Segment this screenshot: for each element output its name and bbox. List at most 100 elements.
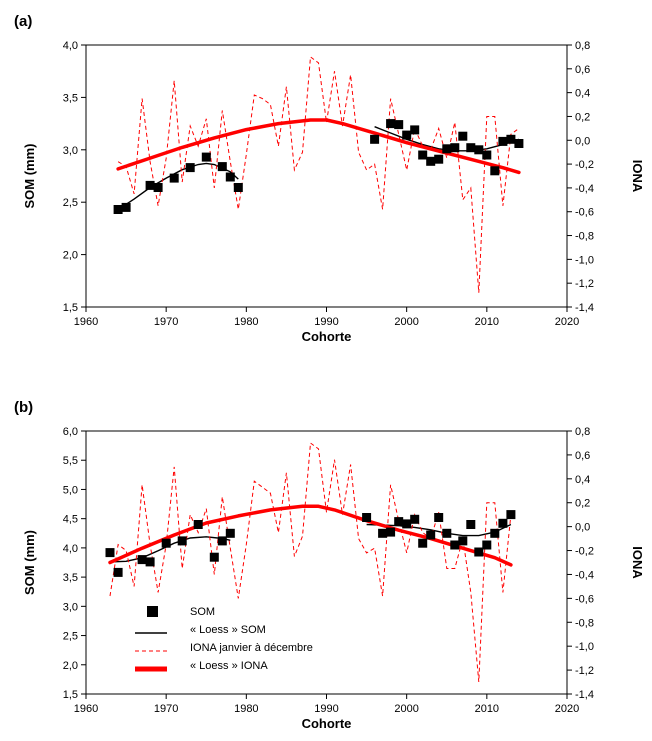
legend-swatch-som xyxy=(147,606,158,617)
x-tick-label: 1980 xyxy=(234,316,258,328)
y2-tick-label: 0,0 xyxy=(575,522,590,534)
legend-label: « Loess » IONA xyxy=(190,660,268,672)
som-point xyxy=(434,154,444,164)
legend-label: IONA janvier à décembre xyxy=(190,642,313,654)
y2-axis-title: IONA xyxy=(630,546,645,579)
series-line-iona-loess xyxy=(116,118,521,175)
y2-tick-label: 0,2 xyxy=(575,498,590,510)
som-point xyxy=(506,510,516,520)
y-axis-title: SOM (mm) xyxy=(22,144,37,209)
som-point xyxy=(434,513,444,522)
som-point xyxy=(490,166,500,176)
som-point xyxy=(498,518,508,528)
y2-tick-label: 0,4 xyxy=(575,474,590,486)
y2-tick-label: 0,8 xyxy=(575,40,590,52)
series-line-iona xyxy=(109,442,512,683)
som-point xyxy=(362,513,372,522)
som-point xyxy=(402,130,412,140)
legend-label: SOM xyxy=(190,606,215,618)
y2-tick-label: -0,2 xyxy=(575,546,594,558)
som-point xyxy=(426,530,436,540)
series-line-som-loess xyxy=(366,523,512,537)
x-tick-label: 1990 xyxy=(314,316,338,328)
y-tick-label: 2,5 xyxy=(63,197,78,209)
series-line-iona xyxy=(117,55,520,293)
y2-tick-label: 0,8 xyxy=(575,426,590,438)
som-point xyxy=(177,536,187,546)
y2-tick-label: -1,4 xyxy=(575,689,594,701)
series-line-som-loess xyxy=(109,536,231,563)
plot-frame xyxy=(85,430,568,695)
som-point xyxy=(201,152,211,162)
x-axis-title: Cohorte xyxy=(302,329,352,344)
chart-panel-a: (a) 1960 1970 1980 1990 2000 2010 2020 1,5 2,0 2,5… xyxy=(14,13,645,344)
som-point xyxy=(410,514,420,524)
y2-tick-label: -1,2 xyxy=(575,665,594,677)
y2-tick-label: -1,0 xyxy=(575,254,594,266)
som-point xyxy=(514,139,524,148)
y2-tick-label: 0,4 xyxy=(575,88,590,100)
legend: SOM « Loess » SOM IONA janvier à décembre «… xyxy=(135,606,313,672)
y2-tick-label: -1,0 xyxy=(575,641,594,653)
som-point xyxy=(217,536,227,546)
som-point xyxy=(498,136,508,146)
som-point xyxy=(426,156,436,166)
y2-tick-label: -0,6 xyxy=(575,207,594,219)
som-point xyxy=(490,528,500,538)
y-tick-label: 3,0 xyxy=(63,601,78,613)
som-point xyxy=(185,163,195,173)
x-tick-label: 2010 xyxy=(475,703,499,715)
x-tick-label: 2020 xyxy=(555,703,579,715)
y2-tick-label: 0,6 xyxy=(575,450,590,462)
som-point xyxy=(482,540,492,550)
som-point xyxy=(506,134,516,144)
som-point xyxy=(394,120,404,130)
x-tick-label: 2010 xyxy=(475,316,499,328)
legend-label: « Loess » SOM xyxy=(190,624,266,636)
y2-tick-label: -1,2 xyxy=(575,278,594,290)
y2-tick-label: -0,8 xyxy=(575,617,594,629)
som-point xyxy=(410,125,420,135)
x-tick-label: 2000 xyxy=(394,703,418,715)
panel-label: (a) xyxy=(14,13,32,30)
som-point xyxy=(466,143,476,153)
y2-tick-label: -0,2 xyxy=(575,159,594,171)
som-point xyxy=(386,527,396,537)
som-point xyxy=(482,150,492,160)
x-tick-label: 1990 xyxy=(314,703,338,715)
y-axis-title: SOM (mm) xyxy=(22,530,37,595)
som-point xyxy=(418,150,428,160)
som-point xyxy=(225,172,235,182)
som-point xyxy=(217,162,227,172)
y2-tick-label: 0,2 xyxy=(575,111,590,123)
som-point xyxy=(466,520,476,529)
som-point xyxy=(225,528,235,538)
som-point xyxy=(233,183,243,192)
y-tick-label: 1,5 xyxy=(63,302,78,314)
y2-tick-label: -0,8 xyxy=(575,231,594,243)
som-point xyxy=(378,528,388,538)
y2-tick-label: 0,6 xyxy=(575,64,590,76)
y-tick-label: 4,0 xyxy=(63,40,78,52)
x-tick-label: 1980 xyxy=(234,703,258,715)
som-point xyxy=(386,119,396,129)
som-point xyxy=(161,538,171,548)
y-tick-label: 3,0 xyxy=(63,145,78,157)
x-tick-label: 1970 xyxy=(154,703,178,715)
som-point xyxy=(145,557,155,567)
som-point xyxy=(137,555,147,565)
som-point xyxy=(394,517,404,527)
som-point xyxy=(209,552,219,562)
som-point xyxy=(458,131,468,141)
y2-tick-label: -1,4 xyxy=(575,302,594,314)
y-tick-label: 2,5 xyxy=(63,631,78,643)
y-tick-label: 1,5 xyxy=(63,689,78,701)
y-tick-label: 6,0 xyxy=(63,426,78,438)
som-point xyxy=(418,538,428,548)
som-point xyxy=(474,547,484,557)
som-point xyxy=(370,134,380,144)
som-point xyxy=(450,143,460,153)
y2-axis-title: IONA xyxy=(630,160,645,193)
